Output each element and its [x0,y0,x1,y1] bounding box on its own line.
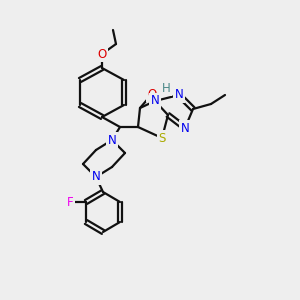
Text: N: N [175,88,183,101]
Text: O: O [98,47,106,61]
Text: F: F [67,196,73,208]
Text: N: N [92,170,100,184]
Text: S: S [158,131,166,145]
Text: N: N [108,134,116,146]
Text: N: N [151,94,159,107]
Text: O: O [147,88,157,100]
Text: H: H [162,82,170,94]
Text: N: N [181,122,189,134]
